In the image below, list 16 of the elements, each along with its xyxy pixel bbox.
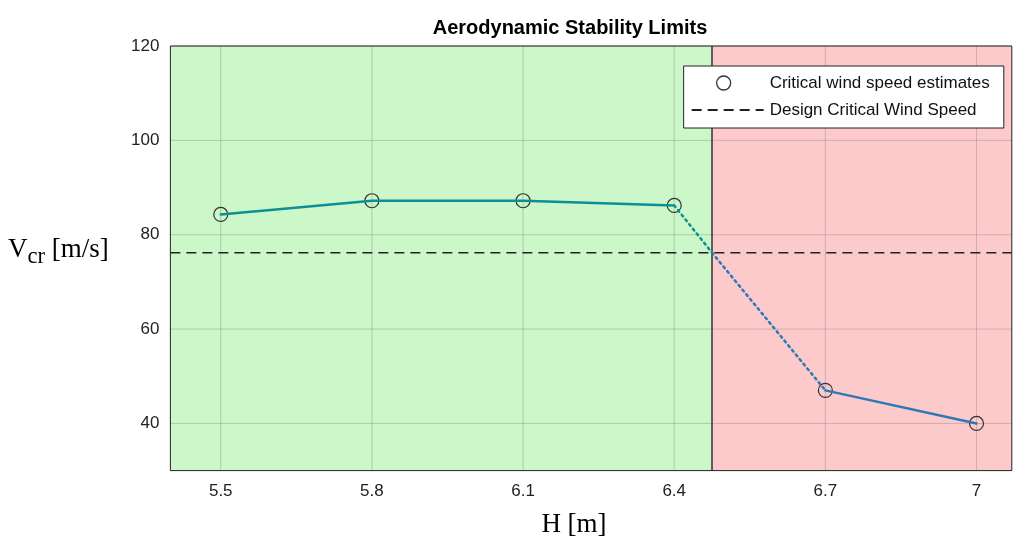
legend-label: Design Critical Wind Speed (769, 99, 977, 119)
y-tick-label: 60 (140, 318, 160, 338)
legend-label: Critical wind speed estimates (769, 72, 990, 92)
x-tick-label: 6.7 (813, 481, 838, 501)
x-tick-label: 5.5 (208, 481, 233, 501)
x-tick-label: 6.1 (511, 481, 535, 501)
chart-title: Aerodynamic Stability Limits (432, 15, 708, 38)
x-tick-label: 5.8 (360, 481, 384, 501)
y-tick-label: 80 (140, 224, 160, 244)
y-axis-title: V$_{cr}$ [m/s] (8, 233, 109, 270)
y-tick-label: 120 (130, 35, 160, 55)
y-tick-label: 40 (140, 413, 160, 433)
x-tick-label: 7 (971, 481, 982, 501)
x-axis-title: H [m] (540, 508, 608, 539)
x-tick-label: 6.4 (662, 481, 687, 501)
y-tick-label: 100 (130, 130, 160, 150)
